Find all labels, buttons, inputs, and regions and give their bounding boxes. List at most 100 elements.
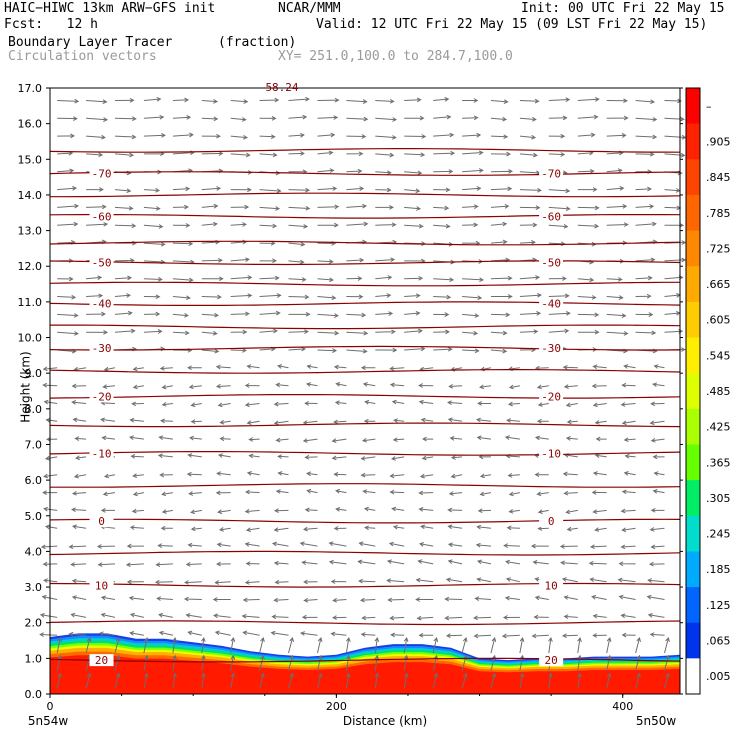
wind-vector xyxy=(646,594,665,600)
wind-vector xyxy=(346,257,365,263)
org-label: NCAR/MMM xyxy=(278,1,341,16)
wind-vector xyxy=(346,330,369,336)
wind-vector xyxy=(566,526,578,532)
wind-vector xyxy=(215,490,231,496)
wind-vector xyxy=(259,636,265,654)
contour-label: -10 xyxy=(541,447,561,460)
wind-vector xyxy=(364,525,376,531)
wind-vector xyxy=(606,115,629,121)
wind-vector xyxy=(43,506,58,512)
wind-vector xyxy=(448,383,463,389)
wind-vector xyxy=(447,524,463,530)
wind-vector xyxy=(190,526,202,532)
colorbar-swatch xyxy=(686,658,700,695)
wind-vector xyxy=(201,672,206,689)
wind-vector xyxy=(433,223,451,229)
wind-vector xyxy=(534,435,549,441)
colorbar-swatch xyxy=(686,266,700,303)
wind-vector xyxy=(606,168,623,173)
wind-vector xyxy=(248,453,260,459)
wind-vector xyxy=(548,152,566,157)
colorbar-label: .725 xyxy=(706,242,731,255)
wind-vector xyxy=(624,453,636,459)
wind-vector xyxy=(433,329,450,335)
wind-vector xyxy=(143,672,149,689)
wind-vector xyxy=(57,116,78,121)
wind-vector xyxy=(43,578,58,583)
wind-vector xyxy=(246,471,260,476)
wind-vector xyxy=(432,672,439,689)
wind-vector xyxy=(374,636,380,654)
wind-vector xyxy=(201,151,224,156)
wind-vector xyxy=(248,437,260,442)
wind-vector xyxy=(259,206,281,211)
contour-label-bg xyxy=(89,579,114,592)
wind-vector xyxy=(393,418,405,423)
wind-vector xyxy=(57,294,77,300)
wind-vector xyxy=(230,275,253,280)
contour-label: -50 xyxy=(541,257,561,270)
wind-vector xyxy=(114,223,137,229)
wind-vector xyxy=(563,614,578,620)
wind-vector xyxy=(418,383,434,388)
wind-vector xyxy=(389,473,405,479)
wind-vector xyxy=(317,348,338,353)
y-tick-label: 17.0 xyxy=(18,82,43,95)
wind-vector xyxy=(565,436,578,441)
wind-vector xyxy=(548,328,570,334)
wind-vector xyxy=(159,472,173,478)
wind-vector xyxy=(125,562,144,568)
wind-vector xyxy=(537,402,549,407)
y-tick-label: 14.0 xyxy=(18,189,43,202)
wind-vector xyxy=(462,132,482,138)
colorbar-label: .185 xyxy=(706,563,731,576)
contour-label-bg xyxy=(89,342,114,355)
wind-vector xyxy=(57,221,79,227)
wind-vector xyxy=(72,417,87,423)
wind-vector xyxy=(244,383,260,388)
wind-vector xyxy=(317,654,323,671)
wind-vector xyxy=(548,115,568,121)
wind-vector xyxy=(449,436,463,441)
contour-label-bg xyxy=(89,167,114,180)
wind-vector xyxy=(507,401,520,407)
wind-vector xyxy=(132,473,144,478)
wind-vector xyxy=(259,310,281,316)
wind-vector xyxy=(275,489,289,494)
wind-vector xyxy=(363,506,376,512)
wind-vector xyxy=(346,276,363,281)
wind-vector xyxy=(635,134,658,140)
wind-vector xyxy=(561,577,578,583)
wind-vector xyxy=(591,490,607,495)
wind-vector xyxy=(132,491,144,497)
wind-vector xyxy=(86,134,106,140)
wind-vector xyxy=(259,223,278,229)
contour-label: -20 xyxy=(541,390,561,403)
wind-vector xyxy=(621,420,636,426)
isotherm xyxy=(49,422,681,428)
contour-label: -40 xyxy=(541,298,561,311)
contour-label: -10 xyxy=(92,447,112,460)
wind-vector xyxy=(594,527,607,532)
wind-vector xyxy=(404,97,422,103)
wind-vector xyxy=(519,672,525,689)
wind-vector xyxy=(241,613,260,619)
wind-vector xyxy=(154,579,173,585)
colorbar-label: .845 xyxy=(706,171,731,184)
wind-vector xyxy=(183,596,202,602)
wind-vector xyxy=(404,170,423,176)
contour-label: 20 xyxy=(95,654,108,667)
y-tick-label: 15.0 xyxy=(18,153,43,166)
wind-vector xyxy=(433,205,450,211)
wind-vector xyxy=(97,562,116,567)
wind-vector xyxy=(403,654,409,671)
y-tick-label: 4.0 xyxy=(25,545,43,558)
y-tick-label: 10.0 xyxy=(18,332,43,345)
wind-vector xyxy=(388,541,405,547)
wind-vector xyxy=(259,654,265,671)
colorbar-label: .545 xyxy=(706,349,731,362)
wind-vector xyxy=(306,364,318,369)
wind-vector xyxy=(508,384,520,390)
plot-frame xyxy=(49,87,681,695)
wind-vector xyxy=(274,579,289,585)
